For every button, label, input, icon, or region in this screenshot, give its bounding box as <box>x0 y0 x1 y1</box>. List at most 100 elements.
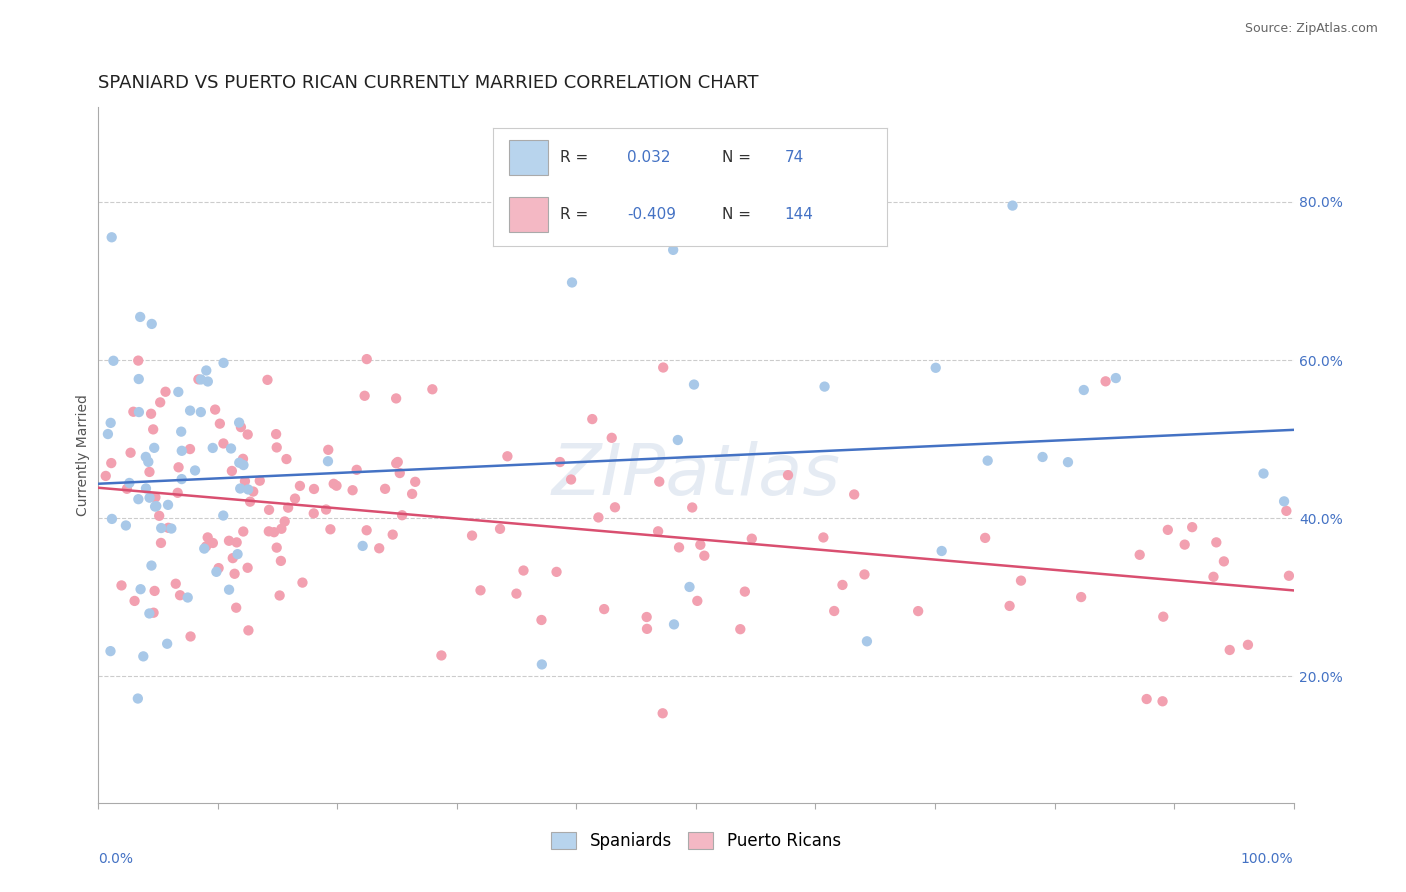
Text: N =: N = <box>721 150 751 165</box>
Point <box>430 648 453 663</box>
Point <box>157 521 180 535</box>
Point <box>288 479 311 493</box>
Point <box>229 420 252 434</box>
Point <box>142 606 165 620</box>
Point <box>325 479 347 493</box>
Point <box>693 549 716 563</box>
Point <box>101 512 124 526</box>
Point <box>401 487 423 501</box>
Point <box>342 483 364 498</box>
Point <box>316 442 339 457</box>
Point <box>224 566 246 581</box>
Point <box>195 540 218 554</box>
Point <box>190 405 212 419</box>
Point <box>404 475 426 489</box>
Point <box>647 524 669 539</box>
Point <box>236 561 259 575</box>
Text: -0.409: -0.409 <box>627 207 676 222</box>
Point <box>368 541 391 556</box>
Point <box>270 522 292 536</box>
Point <box>129 310 152 324</box>
Point <box>184 463 207 477</box>
Point <box>391 508 413 523</box>
Point <box>856 634 879 648</box>
Point <box>249 474 271 488</box>
Point <box>652 360 675 375</box>
Point <box>648 475 671 489</box>
Point <box>128 372 150 386</box>
Point <box>385 392 408 406</box>
Point <box>170 472 193 486</box>
Point <box>170 443 193 458</box>
Point <box>683 377 706 392</box>
Point <box>166 485 188 500</box>
Point <box>138 491 160 505</box>
Point <box>907 604 929 618</box>
Point <box>129 582 152 597</box>
Point <box>387 455 409 469</box>
Point <box>205 565 228 579</box>
Point <box>1212 554 1234 568</box>
Point <box>264 427 287 442</box>
Point <box>221 464 243 478</box>
Point <box>218 582 240 597</box>
Point <box>115 482 138 496</box>
Point <box>689 538 711 552</box>
Point <box>316 454 339 468</box>
Point <box>356 352 378 367</box>
Point <box>226 547 249 561</box>
Point <box>823 604 845 618</box>
Point <box>128 405 150 419</box>
Point <box>1073 383 1095 397</box>
Point <box>127 353 149 368</box>
Point <box>546 565 568 579</box>
Point <box>132 649 155 664</box>
Point <box>263 525 285 540</box>
Point <box>730 622 752 636</box>
Text: SPANIARD VS PUERTO RICAN CURRENTLY MARRIED CORRELATION CHART: SPANIARD VS PUERTO RICAN CURRENTLY MARRI… <box>98 74 759 92</box>
Point <box>1032 450 1054 464</box>
Point <box>1105 371 1128 385</box>
Point <box>1129 548 1152 562</box>
Point <box>120 446 142 460</box>
Point <box>374 482 396 496</box>
Point <box>662 243 685 257</box>
Point <box>103 353 125 368</box>
Point <box>636 622 658 636</box>
Point <box>388 466 411 480</box>
Point <box>160 522 183 536</box>
Point <box>167 460 190 475</box>
Point <box>232 458 254 472</box>
Point <box>422 382 444 396</box>
Point <box>110 578 132 592</box>
Point <box>180 630 202 644</box>
FancyBboxPatch shape <box>509 196 548 232</box>
Point <box>238 624 260 638</box>
Point <box>157 498 180 512</box>
Point <box>179 403 201 417</box>
Point <box>256 373 278 387</box>
Point <box>1136 692 1159 706</box>
Point <box>381 527 404 541</box>
Point <box>100 230 122 244</box>
Point <box>232 524 254 539</box>
Point <box>100 456 122 470</box>
Text: Source: ZipAtlas.com: Source: ZipAtlas.com <box>1244 22 1378 36</box>
Point <box>143 441 166 455</box>
Text: ZIPatlas: ZIPatlas <box>551 442 841 510</box>
Point <box>179 442 201 456</box>
Point <box>1152 609 1174 624</box>
Point <box>686 594 709 608</box>
Point <box>505 587 527 601</box>
Text: 0.0%: 0.0% <box>98 852 134 865</box>
Point <box>201 441 224 455</box>
Point <box>322 476 344 491</box>
Point <box>1157 523 1180 537</box>
Point <box>662 617 685 632</box>
Point <box>127 691 149 706</box>
Point <box>530 657 553 672</box>
Point <box>1275 504 1298 518</box>
Point <box>207 561 229 575</box>
Point <box>273 515 295 529</box>
Point <box>266 541 288 555</box>
